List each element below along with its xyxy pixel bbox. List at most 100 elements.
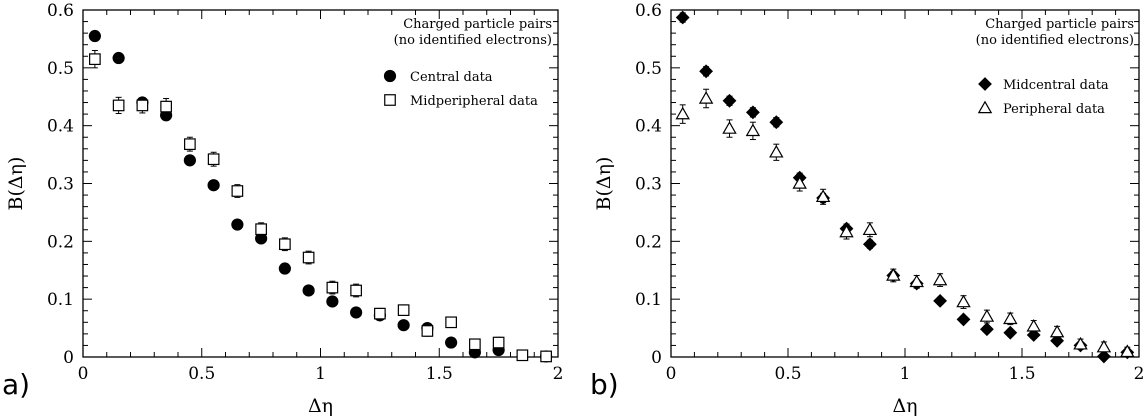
data-point [745,123,761,137]
x-tick-label: 2 [553,364,564,384]
panel-label: b) [590,368,619,401]
annotation-text: Charged particle pairs [985,17,1134,32]
data-point [1120,344,1135,358]
legend-marker [978,77,992,91]
y-axis-label: B(Δη) [5,157,27,211]
data-point [815,189,831,203]
legend-entry: Central data [410,70,493,85]
data-point [956,294,971,308]
y-axis-label: B(Δη) [593,157,615,211]
data-point [421,325,434,337]
y-tick-label: 0.3 [635,175,662,195]
y-tick-label: 0 [63,348,74,368]
panel-b: 0 0.5 1 1.5 2 0 0.1 0.2 0.3 0.4 0.5 0.6 Δη B(Δη) b) Cha… [590,1,1144,417]
y-tick-label: 0.6 [635,1,662,21]
x-tick-label: 0 [666,364,677,384]
data-point [699,64,714,79]
y-tick-label: 0 [651,348,662,368]
data-point [278,262,291,275]
x-tick-label: 0.5 [774,364,801,384]
data-point [540,350,552,363]
data-point [862,237,877,252]
data-point [979,322,994,337]
data-point [112,51,125,65]
annotation-text: Charged particle pairs [403,17,552,32]
data-point [1003,325,1018,340]
plot-frame [670,9,1140,358]
data-point [769,115,784,130]
y-tick-label: 0.1 [635,290,662,310]
y-tick-label: 0.5 [635,59,662,79]
data-point [88,29,101,43]
series-1 [89,49,552,363]
data-point [445,316,457,329]
data-point [326,295,339,308]
y-tick-label: 0.2 [635,232,662,252]
y-tick-label: 0.1 [47,290,74,310]
data-point [1026,318,1041,332]
data-point [792,176,807,189]
data-point [112,99,125,112]
y-tick-label: 0.4 [635,117,662,137]
data-point [1096,339,1112,353]
data-point [886,268,901,281]
data-point [350,284,362,297]
data-point [722,121,737,134]
data-point [255,223,267,236]
legend-marker [977,100,993,114]
data-point [231,185,244,197]
data-point [183,154,196,167]
data-point [160,100,172,113]
data-point [492,336,505,349]
y-tick-label: 0.4 [47,117,74,137]
x-tick-label: 1 [900,364,911,384]
data-point [326,281,339,294]
data-point [302,284,315,297]
data-point [445,336,458,349]
data-point [89,53,101,66]
data-point [862,222,878,236]
legend-entry: Midcentral data [1003,78,1109,93]
y-tick-label: 0.5 [47,59,74,79]
data-point [1049,324,1065,338]
data-point [769,144,784,158]
legend-entry: Midperipheral data [410,94,538,109]
y-tick-label: 0.2 [47,232,74,252]
data-point [909,274,924,288]
data-point [979,309,995,322]
data-point [675,10,690,25]
data-point [231,218,244,231]
data-point [1003,311,1018,325]
data-point [1096,349,1111,364]
y-tick-label: 0.6 [47,1,74,21]
x-tick-label: 0.5 [188,364,215,384]
data-point [207,153,220,166]
series-0 [675,10,1135,364]
y-tick-label: 0.3 [47,175,74,195]
panel-a: 0 0.5 1 1.5 2 0 0.1 0.2 0.3 0.4 0.5 0.6 Δη B(Δη) a) Cha… [2,1,563,417]
annotation-text: (no identified electrons) [976,33,1134,48]
x-tick-label: 2 [1134,364,1145,384]
data-point [722,93,737,108]
data-point [1073,336,1088,350]
plot-frame [82,9,559,358]
legend-entry: Peripheral data [1003,102,1105,117]
x-axis-label: Δη [308,395,333,417]
data-point [745,105,760,120]
data-point [932,272,948,286]
data-point [397,304,410,317]
data-point [136,99,149,112]
data-point [374,307,386,320]
series-1 [675,88,1135,358]
data-point [350,306,363,319]
data-point [1050,333,1065,348]
data-point [469,338,481,351]
data-point [184,138,196,151]
x-axis-label: Δη [892,395,917,417]
data-point [397,319,410,332]
legend-marker [383,69,397,83]
data-point [956,312,971,327]
data-point [675,106,690,120]
annotation-text: (no identified electrons) [394,33,552,48]
